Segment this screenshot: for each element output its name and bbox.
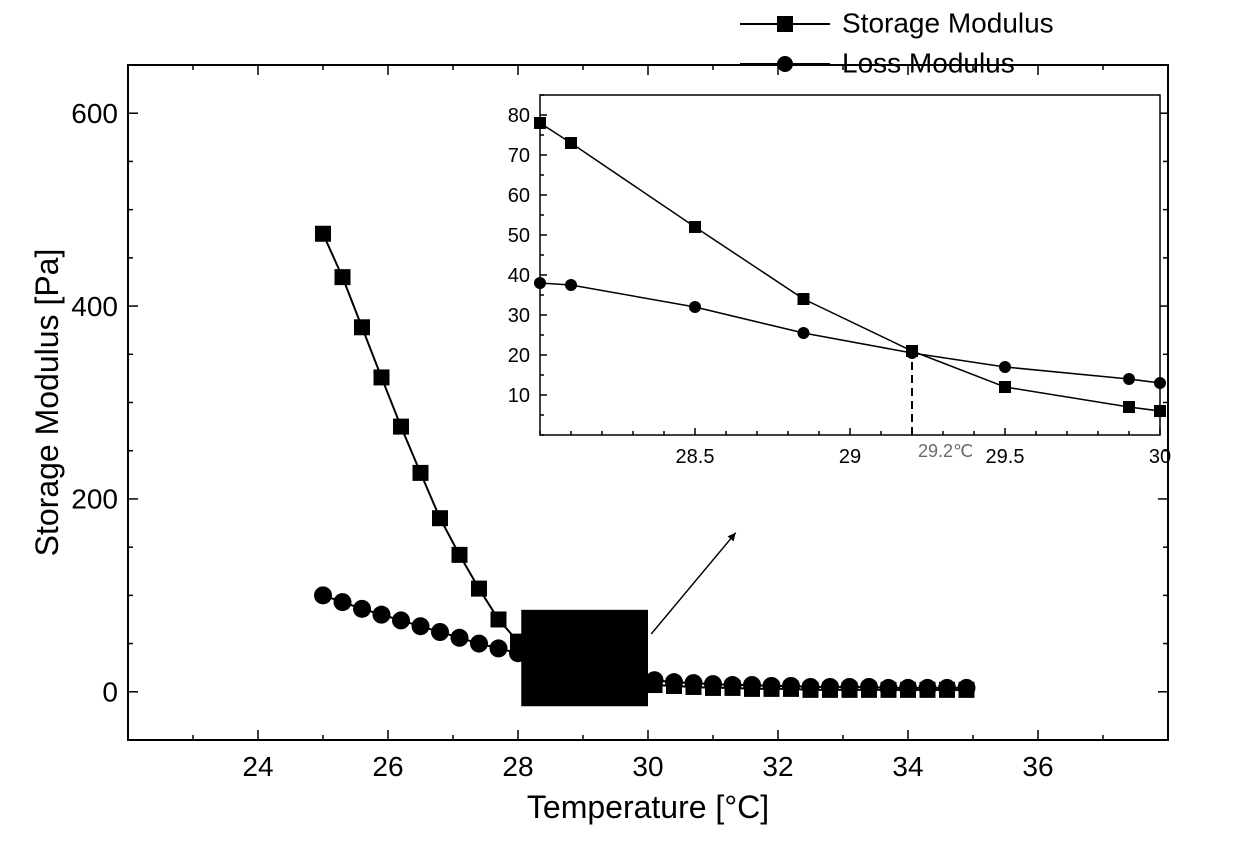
svg-text:200: 200 bbox=[71, 484, 118, 515]
svg-text:10: 10 bbox=[508, 385, 530, 407]
svg-text:0: 0 bbox=[102, 677, 118, 708]
svg-text:Loss Modulus: Loss Modulus bbox=[842, 47, 1015, 78]
svg-text:60: 60 bbox=[508, 185, 530, 207]
svg-text:29: 29 bbox=[839, 446, 861, 468]
svg-text:Storage Modulus: Storage Modulus bbox=[842, 7, 1054, 38]
svg-text:30: 30 bbox=[508, 305, 530, 327]
svg-text:20: 20 bbox=[508, 345, 530, 367]
svg-text:70: 70 bbox=[508, 145, 530, 167]
svg-text:26: 26 bbox=[372, 751, 403, 782]
svg-text:80: 80 bbox=[508, 105, 530, 127]
svg-text:28: 28 bbox=[502, 751, 533, 782]
svg-text:600: 600 bbox=[71, 98, 118, 129]
svg-text:28.5: 28.5 bbox=[676, 446, 715, 468]
svg-text:36: 36 bbox=[1022, 751, 1053, 782]
chart-svg: 24 26 28 30 32 34 36 Temperature [°C] 0 200 400 600… bbox=[0, 0, 1239, 865]
chart-container: 24 26 28 30 32 34 36 Temperature [°C] 0 200 400 600… bbox=[0, 0, 1239, 865]
svg-text:29.5: 29.5 bbox=[986, 446, 1025, 468]
svg-text:29.2℃: 29.2℃ bbox=[918, 441, 973, 461]
svg-text:50: 50 bbox=[508, 225, 530, 247]
svg-text:34: 34 bbox=[892, 751, 923, 782]
svg-text:40: 40 bbox=[508, 265, 530, 287]
svg-text:Temperature [°C]: Temperature [°C] bbox=[527, 789, 769, 825]
svg-text:30: 30 bbox=[632, 751, 663, 782]
svg-text:30: 30 bbox=[1149, 446, 1171, 468]
svg-text:Storage Modulus [Pa]: Storage Modulus [Pa] bbox=[29, 249, 65, 557]
svg-text:400: 400 bbox=[71, 291, 118, 322]
svg-text:24: 24 bbox=[242, 751, 273, 782]
svg-text:32: 32 bbox=[762, 751, 793, 782]
